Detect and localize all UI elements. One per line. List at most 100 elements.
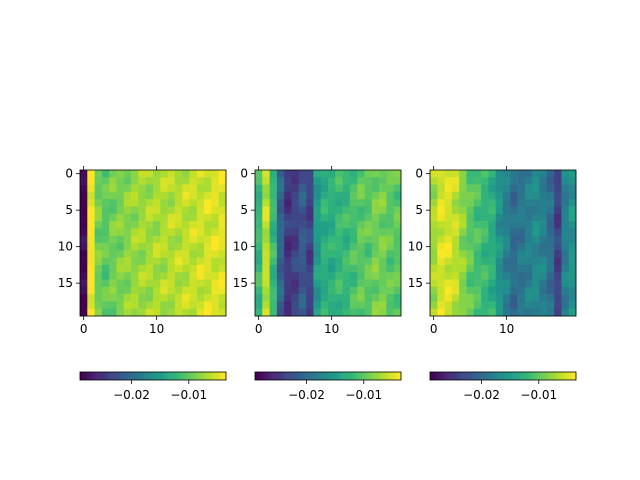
colorbar-segment bbox=[337, 372, 341, 380]
heatmap-cell bbox=[466, 301, 475, 309]
colorbar-segment bbox=[551, 372, 555, 380]
heatmap-cell bbox=[473, 206, 482, 215]
heatmap-cell bbox=[554, 184, 562, 193]
heatmap-cell bbox=[393, 264, 402, 273]
heatmap-cell bbox=[357, 177, 365, 185]
heatmap-cell bbox=[298, 272, 307, 280]
colorbar-segment bbox=[196, 372, 200, 380]
colorbar-segment bbox=[335, 372, 339, 380]
heatmap-cell bbox=[204, 199, 212, 207]
heatmap-cell bbox=[554, 272, 562, 280]
heatmap-cell bbox=[109, 294, 117, 302]
heatmap-cell bbox=[269, 206, 278, 215]
heatmap-cell bbox=[510, 228, 518, 236]
heatmap-cell bbox=[306, 199, 314, 207]
heatmap-cell bbox=[481, 206, 489, 215]
heatmap-cell bbox=[393, 294, 402, 302]
heatmap-cell bbox=[444, 257, 453, 266]
y-tick-label: 10 bbox=[408, 240, 423, 254]
heatmap-cell bbox=[430, 213, 438, 222]
y-tick-label: 0 bbox=[240, 167, 248, 181]
heatmap-cell bbox=[138, 191, 146, 200]
colorbar-segment bbox=[296, 372, 300, 380]
heatmap-cell bbox=[306, 250, 314, 258]
heatmap-cell bbox=[298, 228, 307, 236]
x-tick-label: 0 bbox=[255, 322, 263, 336]
heatmap-cell bbox=[503, 221, 511, 229]
heatmap-cell bbox=[444, 170, 453, 178]
colorbar-segment bbox=[369, 372, 373, 380]
heatmap-cell bbox=[444, 221, 453, 229]
heatmap-cell bbox=[87, 235, 95, 244]
heatmap-cell bbox=[349, 213, 358, 222]
heatmap-cell bbox=[481, 170, 489, 178]
heatmap-cell bbox=[196, 206, 205, 215]
colorbar-segment bbox=[345, 372, 348, 380]
heatmap-cell bbox=[328, 191, 336, 200]
heatmap-cell bbox=[349, 177, 358, 185]
colorbar-segment bbox=[568, 372, 572, 380]
heatmap-cell bbox=[437, 213, 445, 222]
heatmap-cell bbox=[342, 235, 351, 244]
heatmap-cell bbox=[349, 308, 358, 317]
heatmap-cell bbox=[204, 184, 212, 193]
heatmap-cell bbox=[568, 264, 577, 273]
colorbar-segment bbox=[558, 372, 562, 380]
heatmap-cell bbox=[349, 279, 358, 288]
heatmap-cell bbox=[342, 250, 351, 258]
colorbar-tick-label: −0.01 bbox=[345, 388, 382, 402]
heatmap-cell bbox=[123, 170, 132, 178]
heatmap-cell bbox=[284, 294, 292, 302]
heatmap-cell bbox=[342, 243, 351, 251]
heatmap-cell bbox=[262, 308, 270, 317]
heatmap-cell bbox=[204, 235, 212, 244]
heatmap-cell bbox=[189, 264, 198, 273]
heatmap-cell bbox=[568, 221, 577, 229]
heatmap-cell bbox=[87, 279, 95, 288]
heatmap-cell bbox=[466, 243, 475, 251]
heatmap-cell bbox=[532, 170, 540, 178]
heatmap-cell bbox=[255, 250, 263, 258]
heatmap-cell bbox=[473, 250, 482, 258]
heatmap-cell bbox=[276, 199, 285, 207]
heatmap-cell bbox=[167, 257, 176, 266]
colorbar-segment bbox=[133, 372, 137, 380]
heatmap-cell bbox=[313, 228, 321, 236]
heatmap-cell bbox=[80, 308, 88, 317]
heatmap-cell bbox=[342, 206, 351, 215]
heatmap-cell bbox=[503, 177, 511, 185]
heatmap-cell bbox=[386, 286, 394, 295]
heatmap-cell bbox=[539, 272, 548, 280]
heatmap-cell bbox=[153, 206, 161, 215]
colorbar-segment bbox=[522, 372, 526, 380]
heatmap-cell bbox=[204, 221, 212, 229]
heatmap-cell bbox=[94, 286, 103, 295]
heatmap-cell bbox=[517, 308, 526, 317]
heatmap-cell bbox=[481, 308, 489, 317]
colorbar-tick-label: −0.02 bbox=[113, 388, 150, 402]
heatmap-cell bbox=[386, 250, 394, 258]
heatmap-cell bbox=[481, 264, 489, 273]
heatmap-cell bbox=[459, 301, 467, 309]
y-tick-label: 0 bbox=[415, 167, 423, 181]
heatmap-cell bbox=[320, 243, 329, 251]
heatmap-cell bbox=[364, 221, 373, 229]
heatmap-cell bbox=[357, 294, 365, 302]
heatmap-cell bbox=[80, 272, 88, 280]
heatmap-cell bbox=[481, 221, 489, 229]
heatmap-cell bbox=[503, 199, 511, 207]
colorbar-segment bbox=[393, 372, 397, 380]
heatmap-cell bbox=[561, 264, 569, 273]
heatmap-cell bbox=[393, 272, 402, 280]
heatmap-cell bbox=[94, 170, 103, 178]
heatmap-cell bbox=[167, 308, 176, 317]
heatmap-cell bbox=[80, 177, 88, 185]
heatmap-cell bbox=[349, 235, 358, 244]
colorbar-segment bbox=[510, 372, 514, 380]
heatmap-cell bbox=[546, 170, 555, 178]
heatmap-cell bbox=[298, 221, 307, 229]
heatmap-cell bbox=[473, 257, 482, 266]
heatmap-cell bbox=[488, 264, 496, 273]
heatmap-cell bbox=[451, 235, 460, 244]
